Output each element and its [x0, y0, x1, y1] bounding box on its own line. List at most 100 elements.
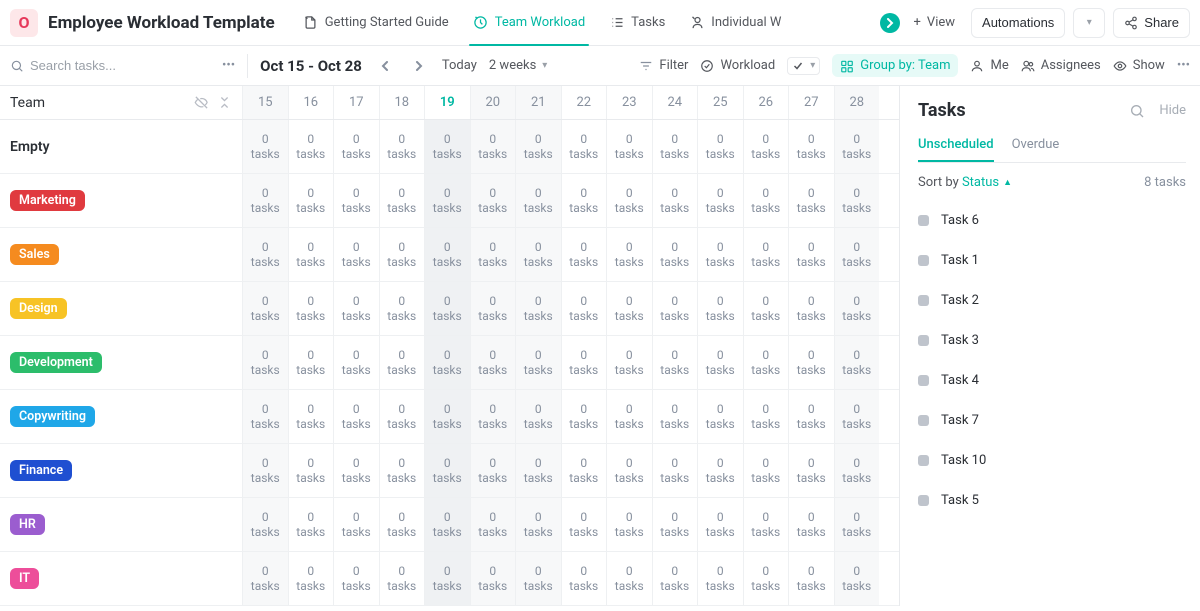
add-view-button[interactable]: + View: [906, 15, 964, 30]
collapse-all-icon[interactable]: [217, 95, 232, 110]
workload-cell[interactable]: 0tasks: [379, 282, 425, 335]
workload-cell[interactable]: 0tasks: [743, 228, 789, 281]
workload-cell[interactable]: 0tasks: [515, 120, 561, 173]
workload-cell[interactable]: 0tasks: [788, 390, 834, 443]
workload-cell[interactable]: 0tasks: [697, 498, 743, 551]
workload-cell[interactable]: 0tasks: [424, 390, 470, 443]
workload-cell[interactable]: 0tasks: [242, 174, 288, 227]
workload-cell[interactable]: 0tasks: [515, 336, 561, 389]
day-header-15[interactable]: 15: [242, 86, 288, 119]
task-item[interactable]: Task 1: [918, 240, 1186, 280]
workload-cell[interactable]: 0tasks: [561, 444, 607, 497]
workload-cell[interactable]: 0tasks: [561, 228, 607, 281]
tab-team-workload[interactable]: Team Workload: [461, 0, 597, 46]
day-header-22[interactable]: 22: [561, 86, 607, 119]
workload-cell[interactable]: 0tasks: [288, 390, 334, 443]
workload-cell[interactable]: 0tasks: [379, 552, 425, 605]
day-header-26[interactable]: 26: [743, 86, 789, 119]
workload-cell[interactable]: 0tasks: [652, 390, 698, 443]
task-item[interactable]: Task 6: [918, 200, 1186, 240]
day-header-16[interactable]: 16: [288, 86, 334, 119]
workload-cell[interactable]: 0tasks: [424, 444, 470, 497]
workload-cell[interactable]: 0tasks: [697, 390, 743, 443]
day-header-20[interactable]: 20: [470, 86, 516, 119]
workload-cell[interactable]: 0tasks: [606, 390, 652, 443]
workload-cell[interactable]: 0tasks: [652, 174, 698, 227]
day-header-19[interactable]: 19: [424, 86, 470, 119]
workload-cell[interactable]: 0tasks: [788, 552, 834, 605]
row-label[interactable]: Sales: [0, 228, 242, 281]
tab-getting-started-guide[interactable]: Getting Started Guide: [291, 0, 461, 46]
workload-cell[interactable]: 0tasks: [561, 282, 607, 335]
workload-cell[interactable]: 0tasks: [561, 552, 607, 605]
task-item[interactable]: Task 3: [918, 320, 1186, 360]
workload-cell[interactable]: 0tasks: [788, 498, 834, 551]
workload-cell[interactable]: 0tasks: [652, 444, 698, 497]
today-button[interactable]: Today: [442, 58, 477, 73]
workload-cell[interactable]: 0tasks: [515, 498, 561, 551]
row-label[interactable]: IT: [0, 552, 242, 605]
workload-cell[interactable]: 0tasks: [288, 228, 334, 281]
workload-cell[interactable]: 0tasks: [333, 498, 379, 551]
workload-cell[interactable]: 0tasks: [606, 444, 652, 497]
tab-individual-w[interactable]: Individual W: [677, 0, 793, 46]
workload-cell[interactable]: 0tasks: [333, 174, 379, 227]
workload-cell[interactable]: 0tasks: [515, 552, 561, 605]
workload-cell[interactable]: 0tasks: [606, 498, 652, 551]
workload-cell[interactable]: 0tasks: [697, 174, 743, 227]
workload-cell[interactable]: 0tasks: [288, 336, 334, 389]
workload-cell[interactable]: 0tasks: [242, 120, 288, 173]
workload-cell[interactable]: 0tasks: [515, 282, 561, 335]
workload-cell[interactable]: 0tasks: [606, 282, 652, 335]
workload-cell[interactable]: 0tasks: [288, 552, 334, 605]
workload-button[interactable]: Workload: [700, 58, 775, 73]
workload-cell[interactable]: 0tasks: [333, 552, 379, 605]
workload-cell[interactable]: 0tasks: [743, 390, 789, 443]
workload-cell[interactable]: 0tasks: [515, 228, 561, 281]
workload-cell[interactable]: 0tasks: [697, 444, 743, 497]
workload-cell[interactable]: 0tasks: [561, 174, 607, 227]
workload-cell[interactable]: 0tasks: [515, 444, 561, 497]
workload-cell[interactable]: 0tasks: [333, 390, 379, 443]
me-button[interactable]: Me: [970, 58, 1008, 73]
workload-cell[interactable]: 0tasks: [834, 336, 880, 389]
workload-cell[interactable]: 0tasks: [834, 444, 880, 497]
workload-cell[interactable]: 0tasks: [743, 498, 789, 551]
workload-cell[interactable]: 0tasks: [788, 120, 834, 173]
workload-cell[interactable]: 0tasks: [424, 498, 470, 551]
workload-cell[interactable]: 0tasks: [834, 282, 880, 335]
workload-cell[interactable]: 0tasks: [424, 282, 470, 335]
workload-cell[interactable]: 0tasks: [788, 336, 834, 389]
workload-cell[interactable]: 0tasks: [379, 390, 425, 443]
workload-cell[interactable]: 0tasks: [333, 120, 379, 173]
workload-cell[interactable]: 0tasks: [743, 444, 789, 497]
workload-cell[interactable]: 0tasks: [288, 282, 334, 335]
workload-cell[interactable]: 0tasks: [470, 282, 516, 335]
search-input[interactable]: [30, 58, 170, 73]
day-header-28[interactable]: 28: [834, 86, 880, 119]
workload-cell[interactable]: 0tasks: [652, 282, 698, 335]
row-label[interactable]: Design: [0, 282, 242, 335]
workload-cell[interactable]: 0tasks: [743, 552, 789, 605]
task-item[interactable]: Task 10: [918, 440, 1186, 480]
day-header-17[interactable]: 17: [333, 86, 379, 119]
workload-cell[interactable]: 0tasks: [652, 336, 698, 389]
workload-cell[interactable]: 0tasks: [834, 174, 880, 227]
workload-cell[interactable]: 0tasks: [743, 120, 789, 173]
workload-cell[interactable]: 0tasks: [424, 552, 470, 605]
day-header-18[interactable]: 18: [379, 86, 425, 119]
workload-cell[interactable]: 0tasks: [379, 174, 425, 227]
workload-cell[interactable]: 0tasks: [470, 444, 516, 497]
row-label[interactable]: Development: [0, 336, 242, 389]
workload-cell[interactable]: 0tasks: [697, 228, 743, 281]
workload-cell[interactable]: 0tasks: [333, 444, 379, 497]
workload-cell[interactable]: 0tasks: [561, 336, 607, 389]
workload-cell[interactable]: 0tasks: [242, 282, 288, 335]
row-label[interactable]: Finance: [0, 444, 242, 497]
workload-cell[interactable]: 0tasks: [333, 282, 379, 335]
workload-cell[interactable]: 0tasks: [470, 228, 516, 281]
task-item[interactable]: Task 4: [918, 360, 1186, 400]
group-by-button[interactable]: Group by: Team: [832, 54, 958, 77]
filter-button[interactable]: Filter: [639, 58, 688, 73]
date-range[interactable]: Oct 15 - Oct 28: [260, 57, 362, 75]
